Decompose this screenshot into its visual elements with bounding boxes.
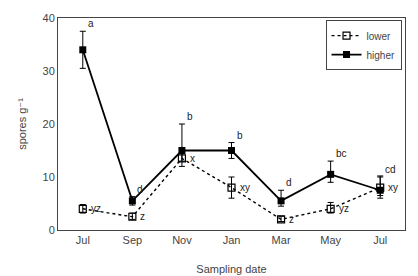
svg-text:d: d — [137, 184, 143, 195]
svg-text:10: 10 — [43, 171, 55, 183]
svg-text:b: b — [237, 130, 243, 141]
svg-text:lower: lower — [367, 31, 392, 42]
svg-text:Jul: Jul — [373, 234, 387, 246]
svg-text:yz: yz — [91, 203, 101, 214]
svg-text:Sampling date: Sampling date — [196, 263, 266, 275]
svg-text:40: 40 — [43, 12, 55, 24]
svg-text:bc: bc — [336, 148, 347, 159]
svg-text:Jan: Jan — [223, 234, 241, 246]
svg-text:b: b — [187, 111, 193, 122]
svg-text:a: a — [88, 18, 94, 29]
svg-text:z: z — [140, 211, 145, 222]
svg-text:30: 30 — [43, 65, 55, 77]
svg-text:x: x — [190, 153, 195, 164]
svg-text:20: 20 — [43, 118, 55, 130]
svg-text:yz: yz — [339, 203, 349, 214]
svg-text:0: 0 — [49, 224, 55, 236]
svg-text:d: d — [286, 177, 292, 188]
svg-text:z: z — [289, 214, 294, 225]
svg-text:higher: higher — [367, 50, 395, 61]
svg-text:cd: cd — [385, 164, 396, 175]
svg-text:Sep: Sep — [123, 234, 143, 246]
svg-text:May: May — [320, 234, 341, 246]
svg-text:Mar: Mar — [272, 234, 291, 246]
svg-text:Nov: Nov — [172, 234, 192, 246]
svg-text:spores g⁻¹: spores g⁻¹ — [16, 98, 28, 150]
svg-text:Jul: Jul — [76, 234, 90, 246]
svg-text:xy: xy — [240, 182, 250, 193]
svg-text:xy: xy — [388, 182, 398, 193]
